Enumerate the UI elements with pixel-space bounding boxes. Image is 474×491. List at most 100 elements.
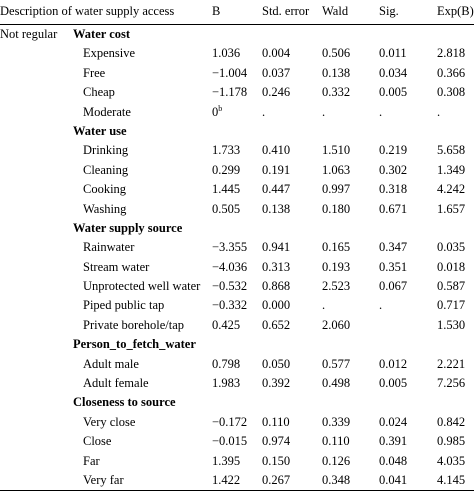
group-cell xyxy=(0,64,73,83)
cell-wald-value: . xyxy=(322,298,326,313)
cell-std-error: 0.050 xyxy=(262,355,322,374)
cell-b: −0.015 xyxy=(212,432,262,451)
cell-exp-b: 4.035 xyxy=(437,452,474,471)
cell-exp-b-value: 0.308 xyxy=(437,85,466,100)
cell-b-value: 1.422 xyxy=(212,472,241,487)
cell-sig-value: 0.351 xyxy=(379,259,408,274)
cell-exp-b: 1.349 xyxy=(437,161,474,180)
table-row: Free −1.004 0.037 0.138 0.034 0.366 xyxy=(0,64,474,83)
row-label: Expensive xyxy=(83,46,136,61)
row-label: Piped public tap xyxy=(83,298,165,313)
cell-sig-value: 0.005 xyxy=(379,85,408,100)
group-cell xyxy=(0,122,73,141)
cell-b: 0.798 xyxy=(212,355,262,374)
cell-b-value: 0.798 xyxy=(212,356,241,371)
cell-wald: 0.180 xyxy=(322,200,379,219)
cell-sig: 0.011 xyxy=(379,44,437,63)
cell-std-error-value: 0.138 xyxy=(262,201,291,216)
cell-sig: 0.005 xyxy=(379,374,437,393)
cell-std-error: 0.447 xyxy=(262,180,322,199)
cell-wald: 0.506 xyxy=(322,44,379,63)
row-label: Free xyxy=(83,65,106,80)
cell-b-value: 0 xyxy=(212,104,219,119)
cell-std-error: 0.267 xyxy=(262,471,322,490)
cell-wald: 1.063 xyxy=(322,161,379,180)
cell-b-value: −3.355 xyxy=(212,240,248,255)
cell-b: 0.299 xyxy=(212,161,262,180)
table-row: Close −0.015 0.974 0.110 0.391 0.985 xyxy=(0,432,474,451)
cell-wald: 0.332 xyxy=(322,83,379,102)
cell-sig: 0.302 xyxy=(379,161,437,180)
header-sig: Sig. xyxy=(379,4,399,18)
cell-sig: . xyxy=(379,103,437,122)
cell-b-value: 0.505 xyxy=(212,201,241,216)
table-row: Adult male 0.798 0.050 0.577 0.012 2.221 xyxy=(0,355,474,374)
table-row: Private borehole/tap 0.425 0.652 2.060 1.530 xyxy=(0,316,474,335)
group-cell xyxy=(0,219,73,238)
cell-b-value: −1.178 xyxy=(212,85,248,100)
cell-exp-b-value: 0.985 xyxy=(437,434,466,449)
cell-b-value: −0.172 xyxy=(212,414,248,429)
cell-sig: 0.041 xyxy=(379,471,437,490)
section-row: Water supply source xyxy=(0,219,474,238)
cell-b-value: −0.332 xyxy=(212,298,248,313)
group-cell xyxy=(0,200,73,219)
cell-exp-b: 1.657 xyxy=(437,200,474,219)
cell-b: 0.505 xyxy=(212,200,262,219)
cell-wald-value: 0.997 xyxy=(322,182,351,197)
cell-sig-value: 0.012 xyxy=(379,356,408,371)
cell-std-error: 0.191 xyxy=(262,161,322,180)
cell-b: −0.332 xyxy=(212,296,262,315)
cell-std-error-value: 0.150 xyxy=(262,453,291,468)
table-row: Very far 1.422 0.267 0.348 0.041 4.145 xyxy=(0,471,474,490)
cell-b-value: −0.532 xyxy=(212,279,248,294)
cell-exp-b: 5.658 xyxy=(437,141,474,160)
cell-sig: . xyxy=(379,296,437,315)
row-label: Far xyxy=(83,453,100,468)
cell-sig-value: 0.219 xyxy=(379,143,408,158)
group-cell xyxy=(0,141,73,160)
cell-wald-value: 1.510 xyxy=(322,143,351,158)
cell-std-error: 0.246 xyxy=(262,83,322,102)
cell-wald: 0.339 xyxy=(322,413,379,432)
cell-wald: 0.577 xyxy=(322,355,379,374)
cell-exp-b-value: 1.349 xyxy=(437,162,466,177)
cell-sig: 0.067 xyxy=(379,277,437,296)
cell-wald-value: 2.060 xyxy=(322,317,351,332)
cell-std-error: 0.392 xyxy=(262,374,322,393)
row-label: Close xyxy=(83,434,112,449)
cell-sig: 0.024 xyxy=(379,413,437,432)
cell-std-error-value: . xyxy=(262,104,266,119)
table-row: Washing 0.505 0.138 0.180 0.671 1.657 xyxy=(0,200,474,219)
cell-exp-b-value: 1.530 xyxy=(437,317,466,332)
cell-wald-value: 1.063 xyxy=(322,162,351,177)
group-cell xyxy=(0,180,73,199)
cell-b: −1.004 xyxy=(212,64,262,83)
group-cell xyxy=(0,83,73,102)
cell-wald: 0.348 xyxy=(322,471,379,490)
group-cell xyxy=(0,335,73,354)
cell-sig-value: 0.024 xyxy=(379,414,408,429)
group-cell xyxy=(0,432,73,451)
cell-b: 1.733 xyxy=(212,141,262,160)
table-row: Moderate 0b.... xyxy=(0,103,474,122)
cell-std-error: 0.941 xyxy=(262,238,322,257)
cell-wald-value: 0.332 xyxy=(322,85,351,100)
cell-std-error-value: 0.000 xyxy=(262,298,291,313)
cell-exp-b: 0.842 xyxy=(437,413,474,432)
row-label: Washing xyxy=(83,201,127,216)
group-cell xyxy=(0,103,73,122)
cell-exp-b: 0.018 xyxy=(437,258,474,277)
group-cell xyxy=(0,44,73,63)
cell-exp-b: 0.587 xyxy=(437,277,474,296)
cell-sig-value: 0.671 xyxy=(379,201,408,216)
cell-b-value: −0.015 xyxy=(212,434,248,449)
cell-std-error: 0.410 xyxy=(262,141,322,160)
cell-wald: . xyxy=(322,103,379,122)
row-label: Very close xyxy=(83,414,136,429)
cell-sig-value: . xyxy=(379,298,383,313)
section-label: Water use xyxy=(73,123,127,138)
group-cell xyxy=(0,316,73,335)
section-row: Closeness to source xyxy=(0,393,474,412)
